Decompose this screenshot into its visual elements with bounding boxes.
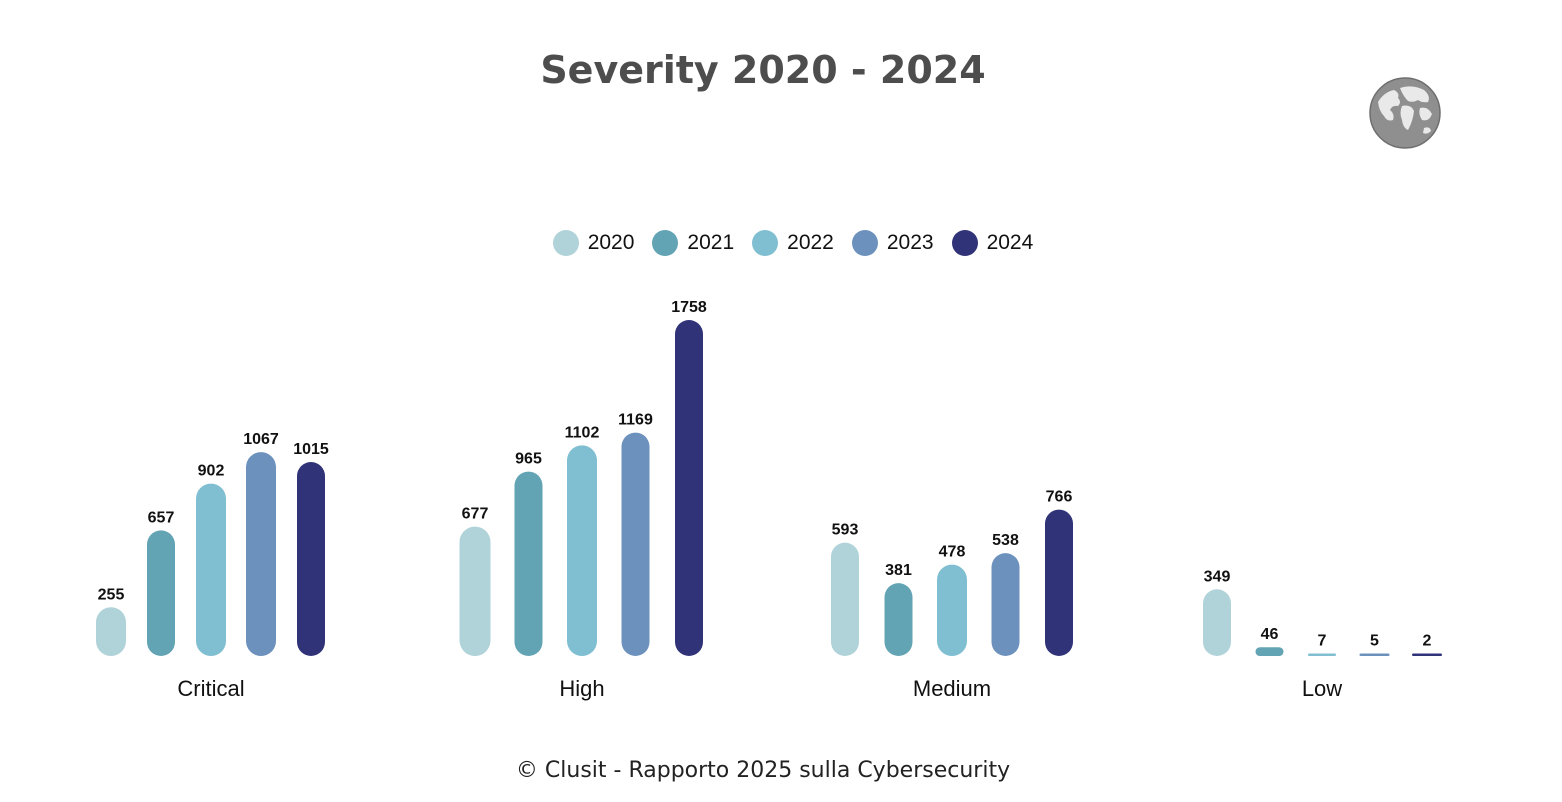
data-label-high-2021: 965 (515, 451, 542, 468)
data-label-medium-2024: 766 (1046, 489, 1073, 506)
legend-swatch (851, 230, 878, 256)
bar-low-2022 (1308, 653, 1336, 656)
data-label-high-2020: 677 (462, 506, 489, 523)
globe-icon (1368, 76, 1442, 150)
data-label-medium-2022: 478 (939, 544, 966, 561)
category-label-high: High (559, 676, 604, 701)
data-label-low-2022: 7 (1318, 633, 1327, 650)
bar-high-2020 (459, 526, 491, 656)
chart-title: Severity 2020 - 2024 (540, 48, 986, 92)
bar-medium-2021 (884, 583, 913, 656)
data-label-high-2023: 1169 (618, 412, 653, 429)
bar-critical-2022 (196, 483, 226, 656)
bar-medium-2024 (1045, 509, 1073, 656)
bar-high-2021 (514, 471, 543, 656)
legend-item-2020: 2020 (552, 230, 635, 256)
bar-medium-2022 (937, 564, 967, 656)
data-label-medium-2021: 381 (885, 562, 912, 579)
legend-swatch (652, 230, 679, 256)
legend-label: 2023 (886, 231, 934, 254)
bar-low-2024 (1412, 653, 1442, 656)
legend-item-2024: 2024 (951, 230, 1034, 256)
bar-medium-2023 (991, 553, 1020, 656)
data-label-medium-2023: 538 (992, 532, 1019, 549)
bar-high-2023 (621, 432, 650, 656)
category-label-critical: Critical (177, 676, 244, 701)
data-label-medium-2020: 593 (832, 522, 859, 539)
data-label-critical-2023: 1067 (243, 431, 279, 448)
legend-swatch (752, 230, 779, 256)
bar-critical-2020 (96, 607, 126, 656)
bar-medium-2020 (831, 542, 859, 656)
category-label-low: Low (1302, 676, 1342, 701)
category-label-medium: Medium (913, 676, 991, 701)
bar-high-2022 (567, 445, 597, 656)
bar-low-2023 (1359, 653, 1390, 656)
data-label-high-2024: 1758 (671, 299, 707, 316)
bar-critical-2023 (246, 452, 276, 656)
chart-legend: 2020 2021 2022 2023 2024 (0, 230, 1562, 256)
data-label-critical-2020: 255 (98, 586, 125, 603)
legend-label: 2021 (687, 231, 735, 254)
legend-swatch (552, 230, 579, 256)
bar-low-2021 (1255, 647, 1284, 656)
data-label-critical-2021: 657 (148, 509, 175, 526)
legend-item-2022: 2022 (752, 230, 834, 256)
legend-swatch (951, 230, 978, 256)
bar-critical-2024 (297, 462, 325, 656)
legend-label: 2022 (787, 231, 834, 254)
data-label-low-2021: 46 (1261, 626, 1279, 643)
legend-item-2021: 2021 (652, 230, 734, 256)
data-label-critical-2024: 1015 (293, 441, 329, 458)
legend-item-2023: 2023 (851, 230, 934, 256)
footer-copyright: © Clusit - Rapporto 2025 sulla Cybersecu… (515, 758, 1011, 783)
legend-label: 2020 (587, 231, 635, 254)
bar-low-2020 (1203, 589, 1231, 656)
bar-critical-2021 (147, 530, 175, 656)
bar-high-2024 (675, 320, 703, 656)
data-label-critical-2022: 902 (198, 463, 225, 480)
data-label-high-2022: 1102 (565, 424, 600, 441)
legend-label: 2024 (986, 231, 1034, 254)
data-label-low-2024: 2 (1423, 633, 1432, 650)
data-label-low-2020: 349 (1204, 568, 1231, 585)
data-label-low-2023: 5 (1370, 633, 1379, 650)
